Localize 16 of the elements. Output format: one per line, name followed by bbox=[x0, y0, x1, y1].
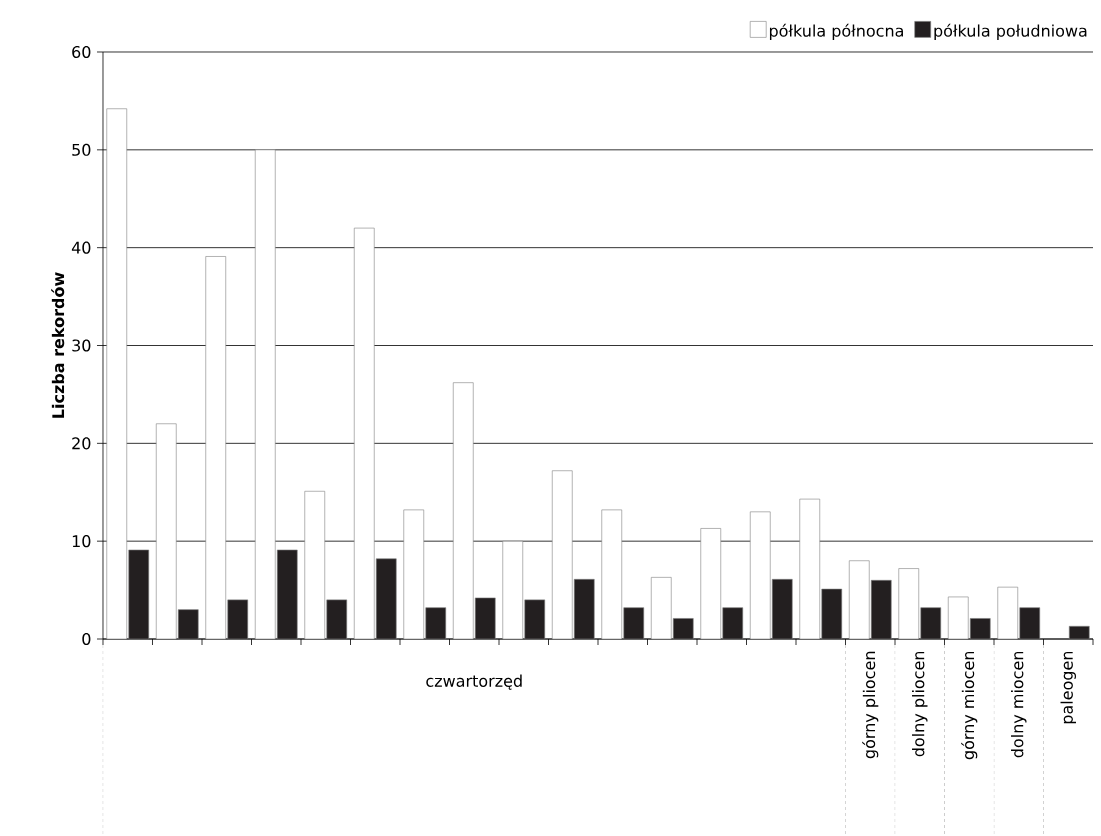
y-axis-title: Liczba rekordów bbox=[51, 272, 65, 418]
text: czwartorzęd bbox=[426, 674, 522, 690]
y-tick-label: 50 bbox=[72, 143, 91, 156]
y-tick-label: 30 bbox=[72, 339, 91, 352]
x-tick-label: dolny pliocen bbox=[912, 651, 928, 757]
x-tick-label: dolny miocen bbox=[1011, 651, 1027, 758]
y-tick-label: 10 bbox=[72, 535, 91, 548]
y-tick-label: 60 bbox=[72, 45, 91, 59]
legend-label: półkula południowa bbox=[934, 23, 1087, 40]
x-tick-label: paleogen bbox=[1060, 651, 1076, 724]
legend-label: półkula północna bbox=[769, 23, 903, 40]
y-tick-label: 0 bbox=[82, 632, 91, 646]
x-tick-label: górny miocen bbox=[961, 651, 978, 760]
y-tick-label: 20 bbox=[72, 437, 91, 450]
y-tick-label: 40 bbox=[71, 241, 91, 254]
x-tick-label: górny pliocen bbox=[862, 651, 879, 759]
